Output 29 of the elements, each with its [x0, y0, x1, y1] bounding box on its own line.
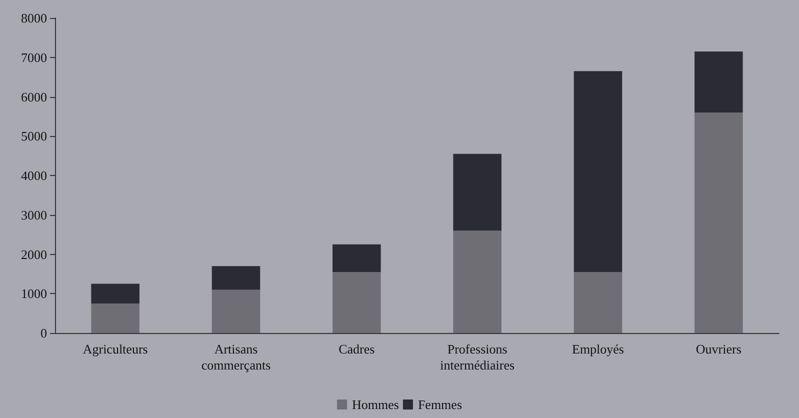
y-tick-label: 6000	[21, 89, 47, 104]
bar	[453, 154, 502, 231]
y-tick-label: 0	[40, 326, 47, 340]
bar	[91, 303, 140, 333]
bar	[694, 51, 743, 112]
bar	[91, 284, 140, 304]
bar	[212, 266, 260, 290]
y-tick-label: 5000	[21, 128, 47, 144]
y-tick-label: 8000	[21, 10, 47, 26]
y-tick-label: 4000	[21, 168, 47, 183]
y-tick-label: 1000	[21, 286, 47, 302]
bar	[574, 71, 622, 272]
y-tick-label: 7000	[21, 50, 47, 65]
bar	[332, 244, 381, 272]
x-tick-label: Agriculteurs	[82, 342, 148, 356]
bar	[453, 230, 502, 333]
x-tick-label: Professions intermédiaires	[440, 342, 515, 372]
bar	[212, 290, 260, 333]
x-tick-label: Artisans commerçants	[201, 342, 271, 372]
x-tick-label: Ouvriers	[696, 342, 742, 356]
y-tick-label: 3000	[21, 207, 47, 222]
bar	[694, 112, 743, 333]
legend-label: Hommes	[352, 397, 399, 412]
x-tick-label: Employés	[572, 342, 624, 356]
y-tick-label: 2000	[21, 246, 47, 262]
legend-label: Femmes	[418, 397, 462, 412]
bar	[574, 272, 622, 333]
bar	[332, 272, 381, 333]
x-tick-label: Cadres	[338, 342, 375, 356]
